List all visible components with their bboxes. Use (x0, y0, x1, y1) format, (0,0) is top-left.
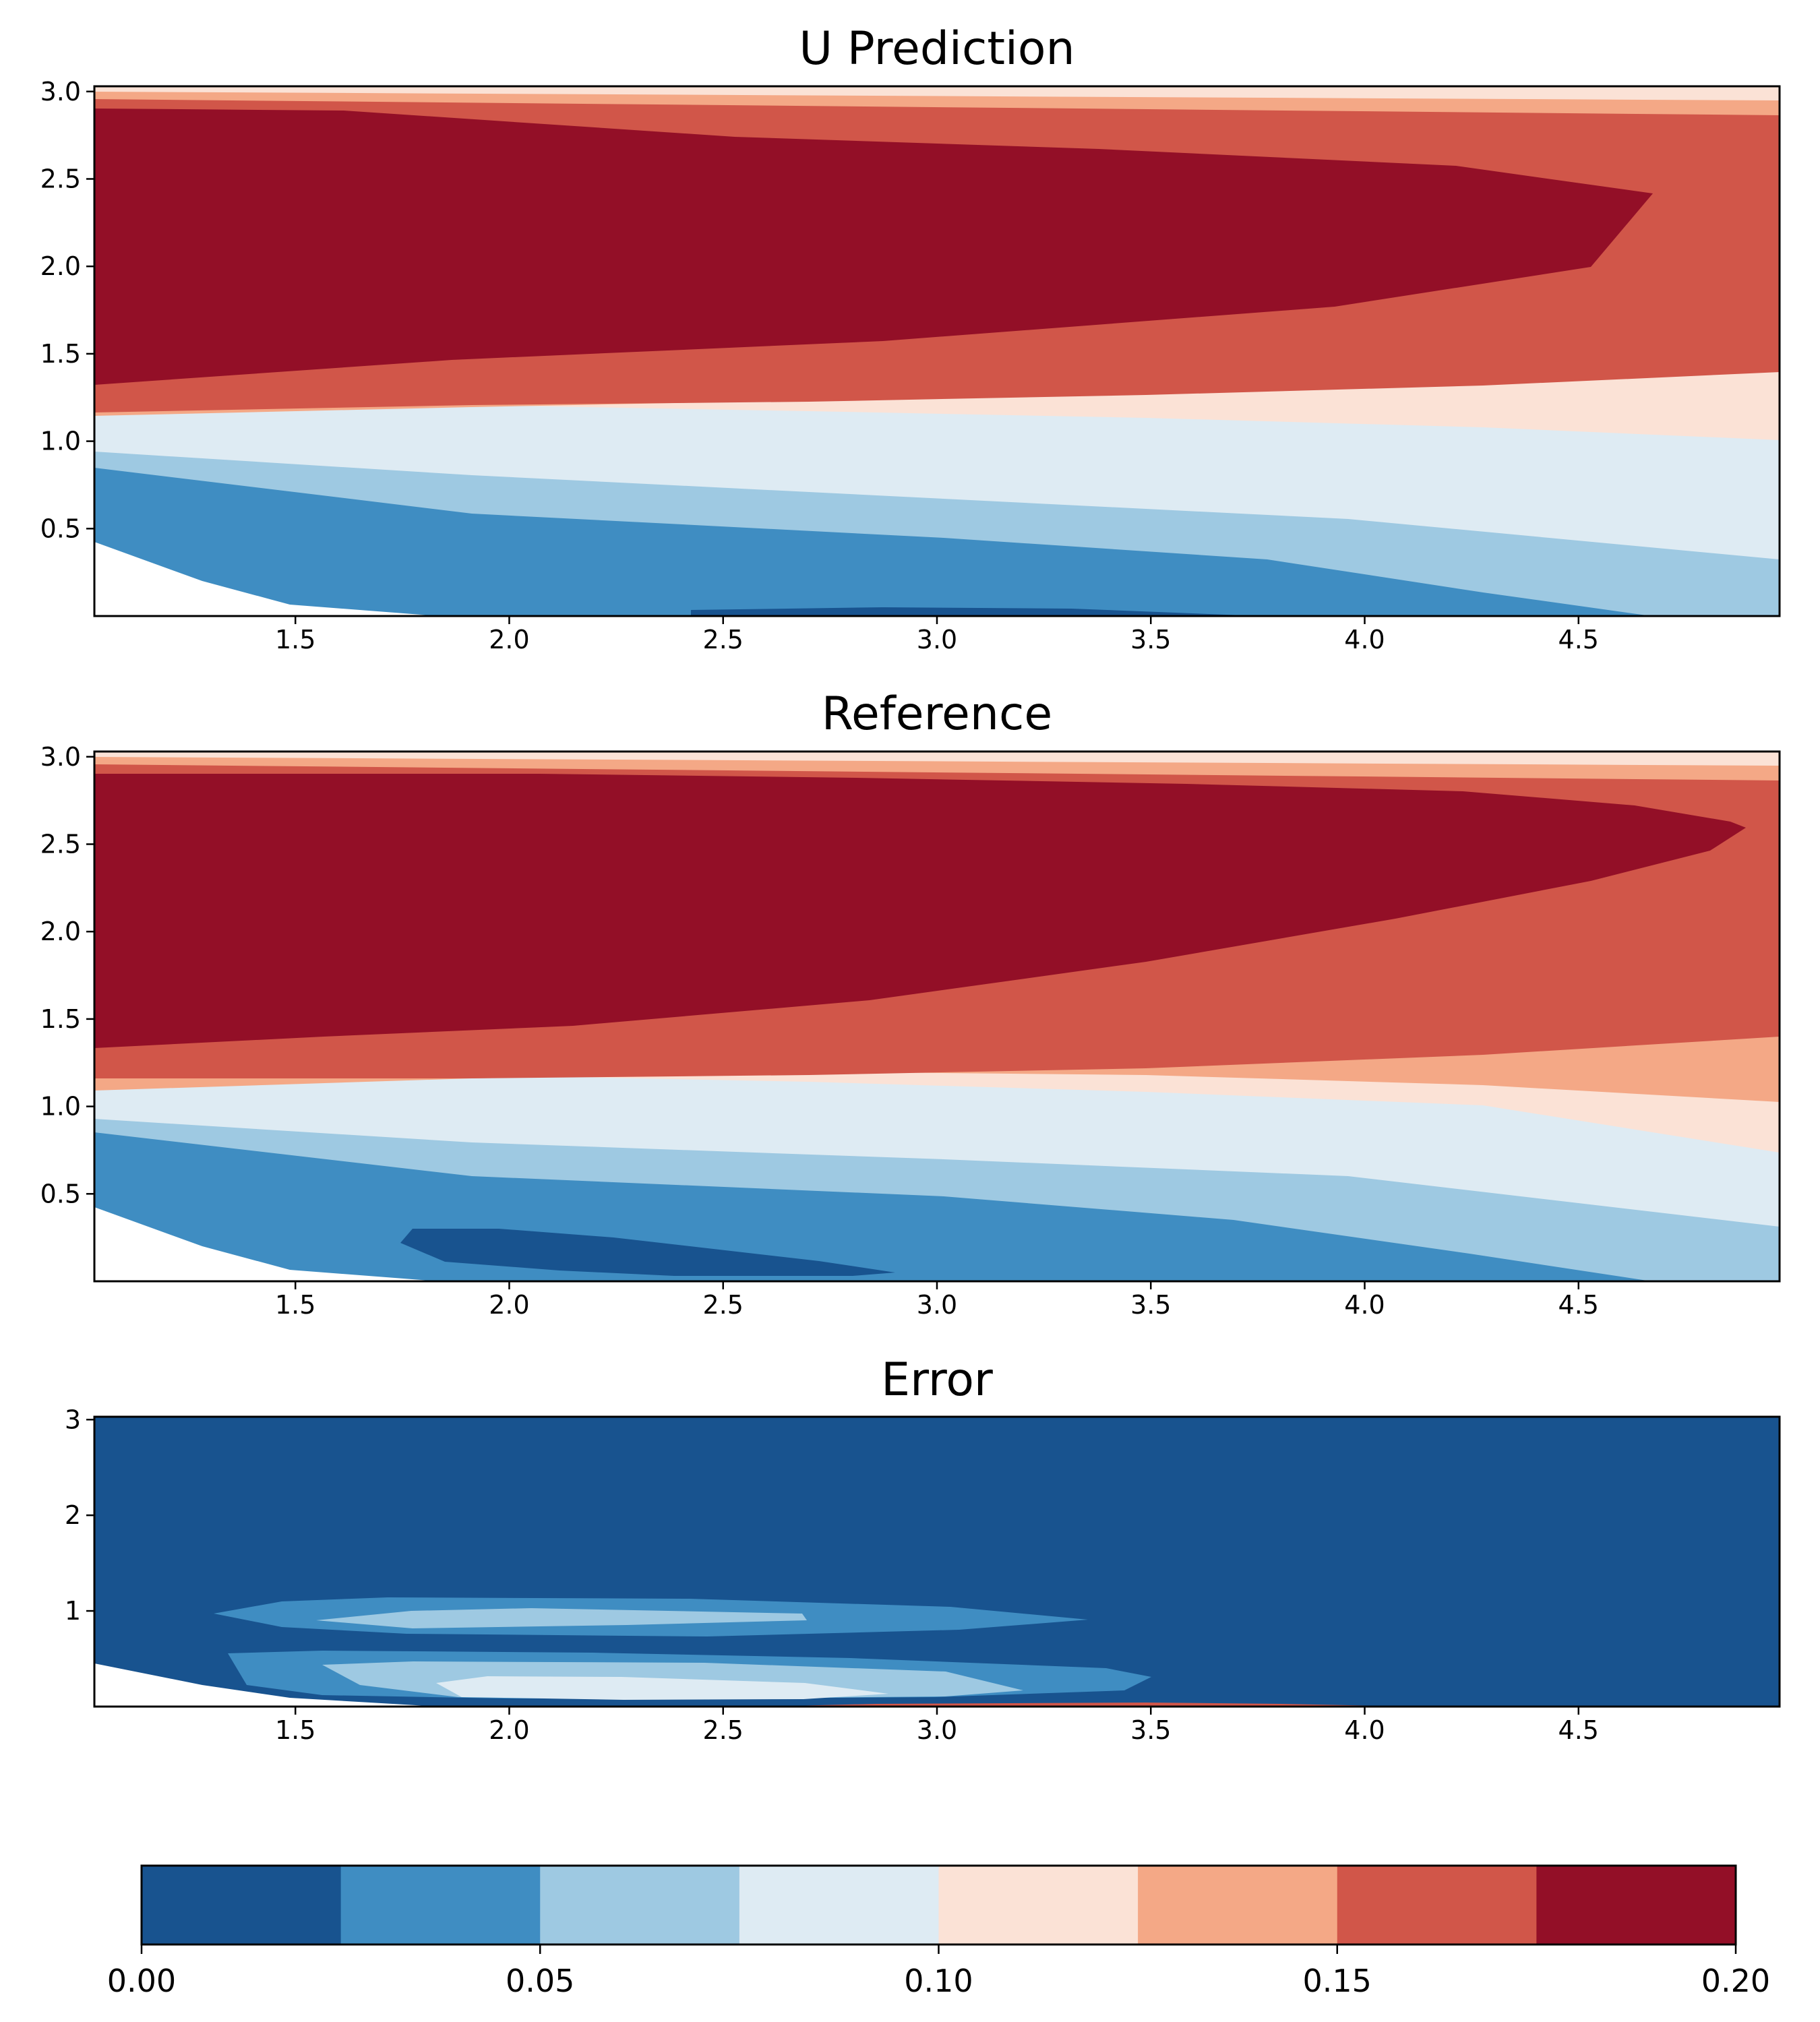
panel-error: Error 1.5 2.0 2.5 3.0 3.5 4.0 4.5 1 2 3 (65, 1353, 1781, 1745)
contour-band-0.175 (94, 109, 1653, 385)
x-tick-label: 4.0 (1344, 625, 1385, 654)
y-tick-label: 1.5 (40, 1004, 81, 1034)
contour-white-region (94, 542, 438, 616)
y-tick-label: 2.0 (40, 917, 81, 946)
contour-band-0.125-top (94, 86, 1780, 100)
y-tick-label: 2.5 (40, 164, 81, 193)
x-tick-label: 3.0 (917, 1715, 957, 1745)
colorbar-ticks: 0.00 0.05 0.10 0.15 0.20 (107, 1944, 1770, 1999)
x-tick-label: 4.5 (1558, 625, 1599, 654)
colorbar-swatch (340, 1866, 541, 1944)
contour-band-0.175 (94, 774, 1746, 1048)
y-tick-label: 3.0 (40, 77, 81, 106)
y-tick-label: 2 (65, 1500, 81, 1530)
y-tick-label: 0.5 (40, 514, 81, 543)
x-tick-label: 2.5 (703, 625, 744, 654)
x-axis: 1.5 2.0 2.5 3.0 3.5 4.0 4.5 (275, 1281, 1599, 1320)
colorbar: 0.00 0.05 0.10 0.15 0.20 (107, 1864, 1770, 1999)
x-tick-label: 1.5 (275, 1290, 315, 1320)
y-tick-label: 3 (65, 1405, 81, 1434)
contour-fill (94, 752, 1780, 1281)
contour-band-0.025 (691, 607, 1261, 616)
contour-band-0.125-top (94, 752, 1780, 766)
colorbar-swatch (739, 1866, 939, 1944)
x-tick-label: 4.5 (1558, 1290, 1599, 1320)
x-tick-label: 2.5 (703, 1715, 744, 1745)
y-tick-label: 1.0 (40, 1092, 81, 1122)
contour-fill (94, 1417, 1780, 1707)
x-tick-label: 3.5 (1130, 1715, 1171, 1745)
y-tick-label: 1 (65, 1596, 81, 1626)
y-axis: 0.5 1.0 1.5 2.0 2.5 3.0 (40, 77, 94, 543)
colorbar-swatch (1138, 1866, 1338, 1944)
x-tick-label: 3.0 (917, 1290, 957, 1320)
panel-title: Reference (822, 687, 1052, 741)
colorbar-swatch (1536, 1866, 1736, 1944)
colorbar-swatch (142, 1866, 342, 1944)
y-axis: 0.5 1.0 1.5 2.0 2.5 3.0 (40, 742, 94, 1208)
x-tick-label: 2.0 (489, 625, 529, 654)
contour-fill (94, 86, 1780, 616)
x-tick-label: 3.5 (1130, 1290, 1171, 1320)
x-tick-label: 2.0 (489, 1290, 529, 1320)
y-tick-label: 1.5 (40, 339, 81, 369)
y-tick-label: 2.5 (40, 829, 81, 859)
colorbar-tick-label: 0.15 (1303, 1963, 1372, 1999)
panel-u-prediction: U Prediction 1.5 2.0 2.5 3.0 3.5 4.0 4.5 0.5 1.… (40, 22, 1781, 654)
contour-white-region (94, 1207, 438, 1281)
x-axis: 1.5 2.0 2.5 3.0 3.5 4.0 4.5 (275, 1707, 1599, 1745)
y-tick-label: 2.0 (40, 251, 81, 281)
panel-title: Error (881, 1353, 993, 1407)
colorbar-tick-label: 0.05 (506, 1963, 574, 1999)
contour-band-0.025 (400, 1229, 895, 1276)
x-tick-label: 1.5 (275, 625, 315, 654)
contour-band-0.05 (94, 468, 1651, 616)
colorbar-swatch (938, 1866, 1139, 1944)
x-tick-label: 4.0 (1344, 1715, 1385, 1745)
y-tick-label: 0.5 (40, 1179, 81, 1208)
y-axis: 1 2 3 (65, 1405, 94, 1626)
x-tick-label: 3.0 (917, 625, 957, 654)
colorbar-tick-label: 0.00 (107, 1963, 176, 1999)
panel-reference: Reference 1.5 2.0 2.5 3.0 3.5 4.0 4.5 0.5 1.0 1.… (40, 687, 1781, 1320)
contour-error-lower-0.1 (436, 1676, 888, 1700)
x-tick-label: 4.0 (1344, 1290, 1385, 1320)
x-tick-label: 2.0 (489, 1715, 529, 1745)
y-tick-label: 1.0 (40, 427, 81, 456)
x-tick-label: 4.5 (1558, 1715, 1599, 1745)
y-tick-label: 3.0 (40, 742, 81, 772)
colorbar-swatches (142, 1866, 1736, 1944)
contour-error-upper-0.075 (316, 1608, 807, 1628)
colorbar-swatch (1337, 1866, 1537, 1944)
x-axis: 1.5 2.0 2.5 3.0 3.5 4.0 4.5 (275, 616, 1599, 654)
panel-title: U Prediction (799, 22, 1074, 75)
x-tick-label: 3.5 (1130, 625, 1171, 654)
x-tick-label: 1.5 (275, 1715, 315, 1745)
x-tick-label: 2.5 (703, 1290, 744, 1320)
colorbar-swatch (540, 1866, 740, 1944)
colorbar-tick-label: 0.10 (904, 1963, 973, 1999)
colorbar-tick-label: 0.20 (1701, 1963, 1770, 1999)
contour-white-region (94, 1663, 438, 1707)
